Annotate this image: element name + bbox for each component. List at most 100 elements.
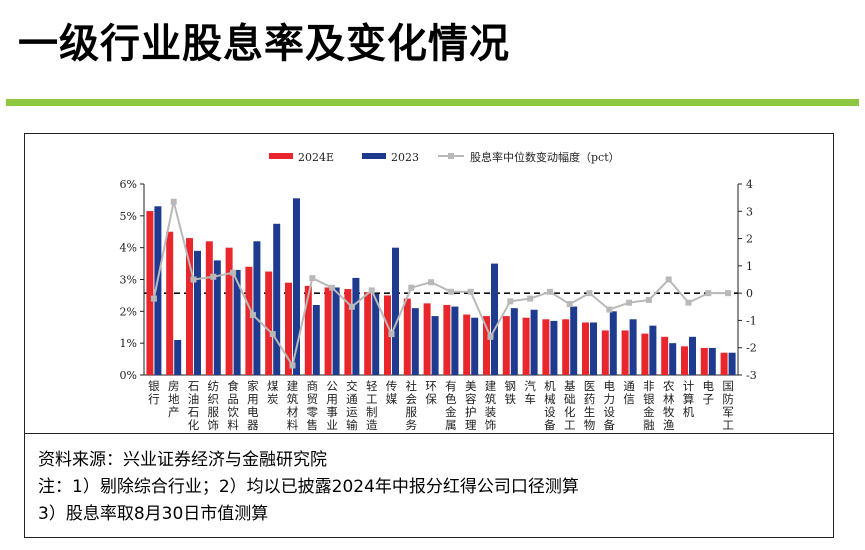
x-tick-label: 公用事业 xyxy=(326,379,338,432)
right-tick-label: 2 xyxy=(746,233,753,246)
left-tick-label: 0% xyxy=(120,369,137,382)
bar-2024E xyxy=(423,303,431,375)
change-line-marker xyxy=(566,301,573,308)
change-line-marker xyxy=(606,306,613,313)
left-tick-label: 1% xyxy=(120,337,137,350)
bar-2024E xyxy=(146,211,154,375)
bar-2023 xyxy=(689,336,696,375)
change-line-marker xyxy=(428,279,435,286)
bar-2023 xyxy=(649,325,657,375)
x-tick-label: 基础化工 xyxy=(564,379,576,432)
bar-2023 xyxy=(510,308,518,375)
bar-2023 xyxy=(154,206,162,375)
x-tick-label: 银行 xyxy=(148,379,160,406)
right-tick-label: -3 xyxy=(746,369,757,382)
left-tick-label: 6% xyxy=(120,178,137,191)
bar-2024E xyxy=(483,316,490,375)
bar-2024E xyxy=(384,295,391,375)
change-line-marker xyxy=(725,290,732,297)
x-tick-label: 汽车 xyxy=(524,379,536,406)
legend-swatch-2023 xyxy=(362,153,386,159)
bar-2024E xyxy=(403,298,411,375)
x-tick-label: 建筑装饰 xyxy=(485,379,497,432)
bar-2023 xyxy=(708,347,716,375)
bar-2023 xyxy=(352,277,360,375)
bar-2024E xyxy=(344,289,352,375)
legend-swatch-2024e xyxy=(269,153,293,159)
bar-2023 xyxy=(332,287,340,375)
dividend-yield-chart: 2024E 2023 股息率中位数变动幅度（pct） 0% 1% 2% 3% 4% 5% 6% -… xyxy=(24,133,834,433)
bar-2024E xyxy=(285,282,292,375)
bar-2024E xyxy=(364,292,372,375)
bar-2023 xyxy=(174,339,182,375)
note-source: 资料来源：兴业证券经济与金融研究院 xyxy=(38,450,327,470)
change-line-marker xyxy=(665,276,672,283)
bar-2023 xyxy=(372,293,380,375)
right-tick-label: -2 xyxy=(746,342,757,355)
change-line-marker xyxy=(329,284,336,291)
change-line-marker xyxy=(230,269,237,276)
bar-2023 xyxy=(411,308,419,375)
bar-2024E xyxy=(562,319,570,375)
x-tick-label: 计算机 xyxy=(683,379,695,419)
legend-swatch-change-marker xyxy=(448,153,454,159)
x-tick-label: 煤炭 xyxy=(267,379,279,406)
bar-2024E xyxy=(601,330,609,375)
change-line-marker xyxy=(487,333,494,340)
chart-x-labels: 银行房地产石油石化纺织服饰食品饮料家用电器煤炭建筑材料商贸零售公用事业交通运输轻… xyxy=(148,379,734,432)
bar-2023 xyxy=(669,343,677,375)
left-tick-label: 3% xyxy=(120,274,137,287)
bar-2024E xyxy=(621,330,629,375)
bar-2023 xyxy=(629,319,637,375)
x-tick-label: 轻工制造 xyxy=(366,379,378,432)
page-title: 一级行业股息率及变化情况 xyxy=(18,21,510,67)
bar-2023 xyxy=(728,352,736,375)
x-tick-label: 食品饮料 xyxy=(227,379,239,432)
x-tick-label: 家用电器 xyxy=(247,379,259,432)
change-line-marker xyxy=(348,303,355,310)
bar-2024E xyxy=(582,322,589,375)
bar-2024E xyxy=(700,347,708,375)
right-tick-label: 3 xyxy=(746,205,753,218)
right-tick-label: 1 xyxy=(746,260,753,273)
x-tick-label: 商贸零售 xyxy=(307,379,319,432)
bar-2024E xyxy=(720,352,728,375)
x-tick-label: 机械设备 xyxy=(544,379,556,432)
bar-2023 xyxy=(550,320,558,375)
x-tick-label: 交通运输 xyxy=(346,379,358,432)
bar-2024E xyxy=(166,231,174,375)
right-tick-label: 0 xyxy=(746,287,753,300)
right-tick-label: -1 xyxy=(746,314,757,327)
chart-bars xyxy=(146,198,736,375)
bar-2023 xyxy=(451,306,459,375)
change-line-marker xyxy=(645,296,652,303)
bar-2023 xyxy=(471,317,479,375)
x-tick-label: 非银金融 xyxy=(643,379,655,432)
change-line-marker xyxy=(685,299,692,306)
bar-2024E xyxy=(681,346,688,375)
legend-label-change: 股息率中位数变动幅度（pct） xyxy=(470,150,620,164)
bar-2023 xyxy=(530,309,538,375)
x-tick-label: 电力设备 xyxy=(604,379,616,432)
chart-svg: 2024E 2023 股息率中位数变动幅度（pct） 0% 1% 2% 3% 4% 5% 6% -… xyxy=(120,150,757,432)
bar-2024E xyxy=(245,266,253,375)
bar-2024E xyxy=(225,247,233,375)
bar-2023 xyxy=(213,260,221,375)
x-tick-label: 有色金属 xyxy=(445,379,457,432)
change-line-marker xyxy=(309,275,316,282)
chart-axes: 0% 1% 2% 3% 4% 5% 6% -3 -2 -1 0 1 2 3 4 xyxy=(120,178,757,382)
change-line-marker xyxy=(408,284,415,291)
change-line-marker xyxy=(150,295,157,302)
bar-2023 xyxy=(293,198,300,375)
x-tick-label: 电子 xyxy=(703,379,715,406)
legend-label-2023: 2023 xyxy=(391,151,419,164)
chart-change-line xyxy=(150,198,732,369)
change-line-marker xyxy=(190,276,197,283)
bar-2024E xyxy=(304,285,312,375)
left-tick-label: 4% xyxy=(120,242,137,255)
bar-2023 xyxy=(194,250,201,375)
x-tick-label: 房地产 xyxy=(168,379,180,419)
left-tick-label: 5% xyxy=(120,210,137,223)
note-1: 注：1）剔除综合行业；2）均以已披露2024年中报分红得公司口径测算 xyxy=(38,477,579,497)
x-tick-label: 石油石化 xyxy=(188,379,200,432)
